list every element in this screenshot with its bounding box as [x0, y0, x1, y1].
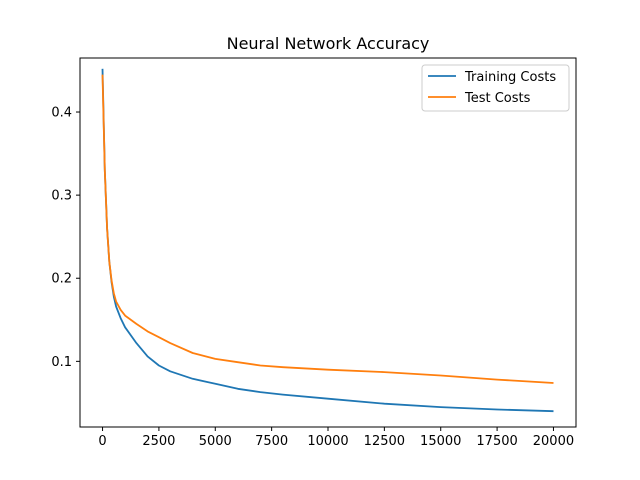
legend-label-training-costs: Training Costs — [464, 70, 556, 85]
x-tick-label: 20000 — [533, 434, 574, 449]
y-tick-label: 0.2 — [51, 272, 72, 287]
legend-label-test-costs: Test Costs — [464, 91, 531, 106]
plot-frame — [79, 57, 577, 428]
legend: Training Costs Test Costs — [421, 64, 570, 112]
legend-box — [421, 64, 570, 112]
y-tick-label: 0.4 — [51, 106, 72, 121]
series-layer — [101, 68, 554, 413]
x-tick-label: 15000 — [420, 434, 461, 449]
x-tick-label: 0 — [98, 434, 106, 449]
x-tick-label: 2500 — [142, 434, 175, 449]
x-tick-label: 7500 — [255, 434, 288, 449]
x-axis: 0 2500 5000 7500 10000 12500 15000 17500 20000 — [98, 427, 574, 449]
chart-title: Neural Network Accuracy — [227, 34, 430, 53]
x-tick-label: 17500 — [476, 434, 517, 449]
x-tick-label: 12500 — [364, 434, 405, 449]
y-axis: 0.1 0.2 0.3 0.4 — [51, 106, 80, 370]
plot-area — [80, 58, 576, 427]
x-tick-label: 10000 — [307, 434, 348, 449]
x-tick-label: 5000 — [199, 434, 232, 449]
series-line-test-costs — [101, 74, 554, 384]
y-tick-label: 0.1 — [51, 355, 72, 370]
y-tick-label: 0.3 — [51, 189, 72, 204]
